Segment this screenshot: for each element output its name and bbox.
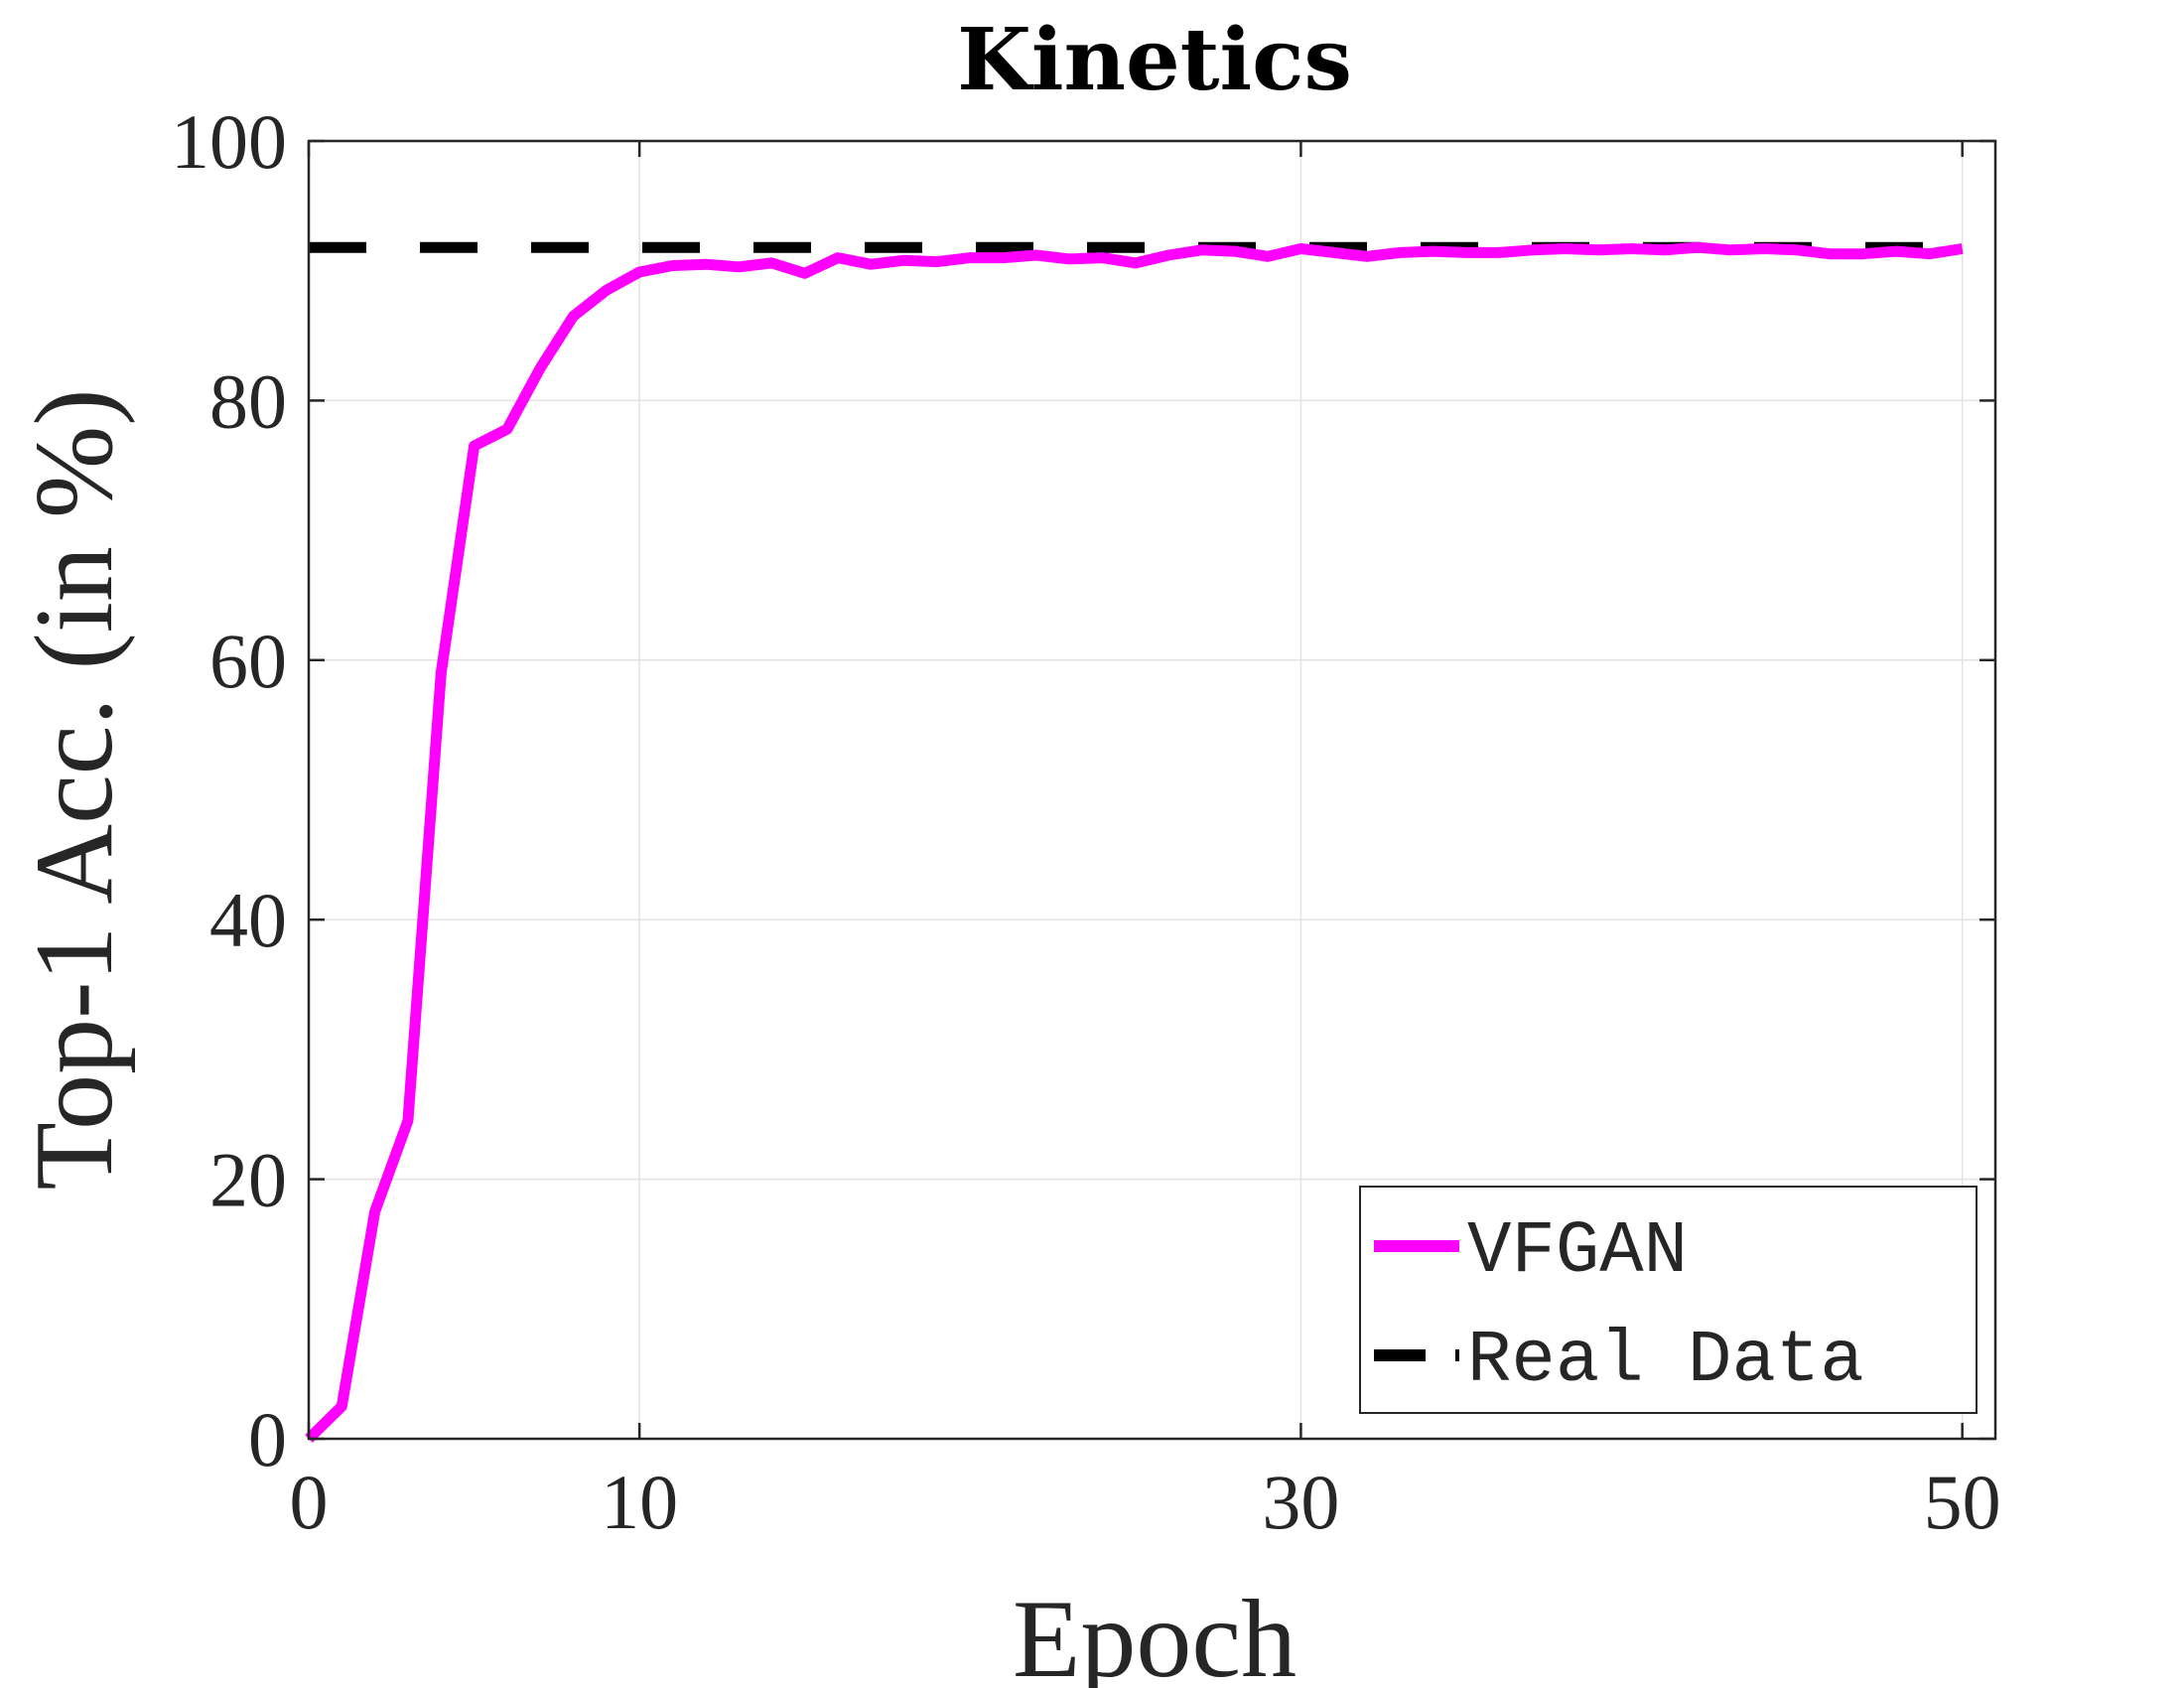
x-tick-label: 10 xyxy=(601,1459,678,1545)
series-line-vfgan xyxy=(305,241,1964,1443)
x-tick-label: 50 xyxy=(1924,1459,2001,1545)
plot-frame xyxy=(307,139,1997,1441)
chart-title: Kinetics xyxy=(957,10,1352,110)
legend-label-real-data: Real Data xyxy=(1467,1320,1864,1403)
y-tick-label: 0 xyxy=(248,1396,287,1482)
y-tick-label: 60 xyxy=(209,618,287,704)
legend: VFGAN Real Data xyxy=(1359,1186,1978,1414)
legend-box xyxy=(1359,1186,1978,1414)
ticks xyxy=(307,139,1995,1441)
y-tick-label: 20 xyxy=(209,1137,287,1223)
x-axis-label: Epoch xyxy=(1013,1578,1297,1688)
y-axis-label: Top-1 Acc. (in %) xyxy=(13,388,136,1190)
y-tick-label: 80 xyxy=(209,357,287,444)
y-tick-label: 40 xyxy=(209,877,287,963)
legend-label-vfgan: VFGAN xyxy=(1467,1210,1688,1294)
y-tick-label: 100 xyxy=(171,98,287,185)
x-tick-label: 0 xyxy=(290,1459,329,1545)
series-layer xyxy=(305,241,1964,1443)
x-tick-label: 30 xyxy=(1262,1459,1339,1545)
tick-labels: 0 10 30 50 0 20 40 60 80 100 xyxy=(171,98,2001,1545)
